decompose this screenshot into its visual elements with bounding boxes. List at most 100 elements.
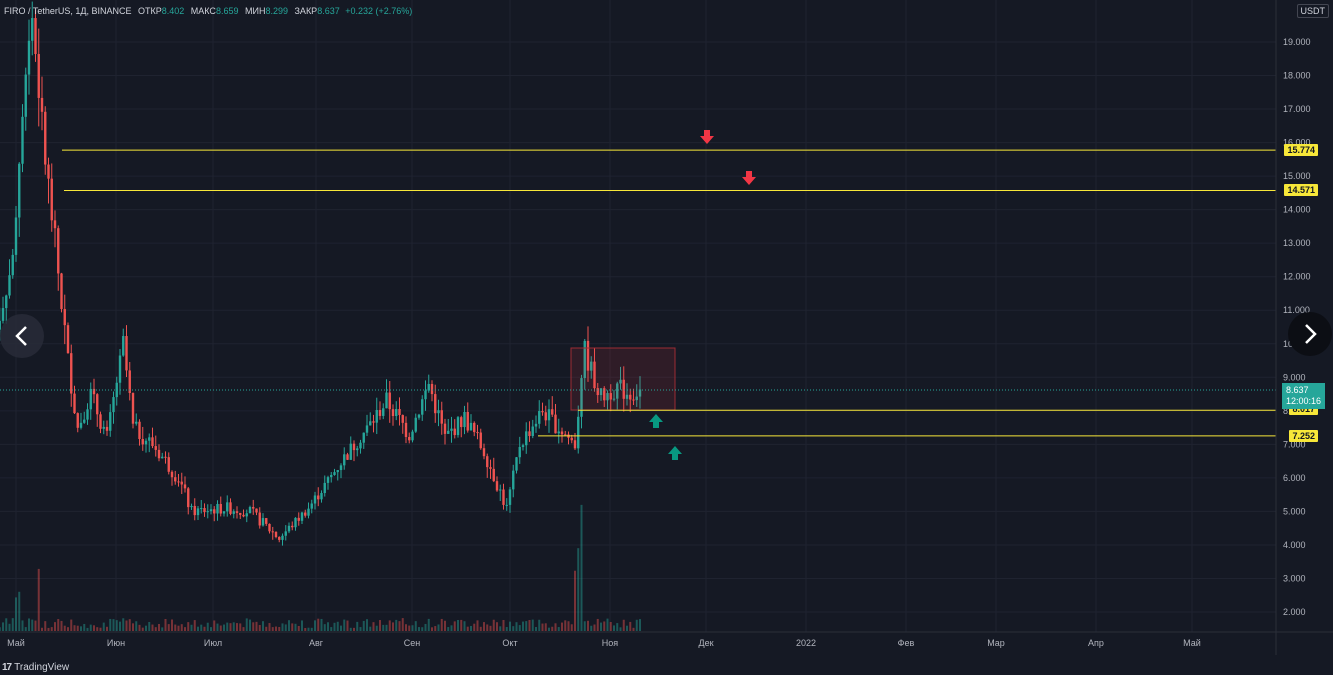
volume-bar [24,627,27,631]
candle-body [252,507,255,509]
volume-bar [102,622,105,631]
symbol-name[interactable]: FIRO / TetherUS, 1Д, BINANCE [4,6,132,16]
volume-bar [197,626,199,631]
candle-body [463,411,466,428]
volume-bar [551,626,554,631]
currency-badge[interactable]: USDT [1296,4,1329,18]
x-tick-label: Май [1183,638,1201,648]
x-tick-label: Июн [107,638,125,648]
volume-bar [255,621,258,631]
volume-bar [8,623,11,631]
volume-bar [336,621,339,631]
horizontal-levels [62,149,1276,437]
candle-body [24,74,27,117]
volume-bar [346,620,349,631]
level-label-15774: 15.774 [1284,144,1318,156]
volume-bar [73,625,76,631]
consolidation-box [570,347,676,411]
candle-body [0,320,1,330]
candle-body [167,457,170,472]
candle-body [278,536,281,540]
candle-body [255,508,258,513]
tradingview-brand[interactable]: 17 TradingView [2,662,69,673]
candle-body [619,379,622,384]
previous-button[interactable] [0,314,44,358]
candle-body [570,437,573,441]
volume-bar [297,625,300,631]
volume-bar [372,622,375,631]
candle-body [177,481,180,483]
volume-bar [492,619,495,631]
volume-bar [353,627,355,631]
candle-body [492,468,495,482]
volume-bar [470,625,472,631]
candle-body [411,431,414,441]
next-button[interactable] [1288,312,1332,356]
candle-body [590,361,593,371]
volume-bar [47,627,50,631]
y-tick-label: 2.000 [1283,607,1306,617]
candle-body [187,488,190,508]
candle-body [596,388,599,396]
x-tick-label: 2022 [796,638,816,648]
volume-bar [180,624,183,631]
volume-bar [502,619,505,631]
candle-body [531,426,534,436]
volume-bar [619,627,622,631]
volume-bar [216,623,219,631]
candle-body [414,417,417,432]
candle-body [281,535,284,540]
volume-bar [489,625,492,631]
candle-body [242,514,245,517]
volume-bar [369,626,372,631]
volume-bar [281,623,284,631]
y-tick-label: 14.000 [1283,205,1311,215]
volume-bar [15,597,17,631]
candle-body [583,340,586,379]
volume-bar [418,627,420,631]
candle-body [44,111,47,165]
candle-body [560,431,564,435]
candle-body [378,410,382,416]
candle-body [128,370,131,394]
volume-histogram [0,504,641,631]
candle-body [268,523,271,532]
volume-bar [639,619,641,631]
volume-bar [158,623,160,631]
x-tick-label: Июл [204,638,222,648]
volume-bar [70,619,73,631]
volume-bar [431,627,433,631]
candle-body [395,408,398,417]
candle-body [599,388,603,396]
candle-body [398,408,401,416]
volume-bar [515,622,518,631]
volume-bar [548,627,550,631]
candle-body [512,470,515,490]
volume-bar [252,622,255,631]
candle-body [427,383,430,391]
candle-body [174,477,177,482]
volume-bar [343,619,346,631]
volume-bar [362,620,365,631]
candle-body [196,508,200,516]
time-axis[interactable]: Май Июн Июл Авг Сен Окт Ноя Дек 2022 Фев Мар Апр Май [7,638,1201,648]
volume-bar [330,627,333,631]
volume-bar [226,622,229,631]
x-tick-label: Май [7,638,25,648]
volume-bar [2,622,4,631]
volume-bar [574,570,576,631]
candle-body [482,448,486,457]
y-tick-label: 3.000 [1283,573,1306,583]
volume-bar [424,623,427,631]
volume-bar [125,620,128,631]
candle-body [1,308,5,321]
candle-body [235,511,239,513]
y-tick-label: 6.000 [1283,473,1306,483]
candle-body [547,409,551,421]
candle-body [161,456,164,459]
volume-bar [174,624,177,631]
volume-bar [148,622,151,631]
candle-body [635,396,638,401]
x-tick-label: Мар [987,638,1005,648]
